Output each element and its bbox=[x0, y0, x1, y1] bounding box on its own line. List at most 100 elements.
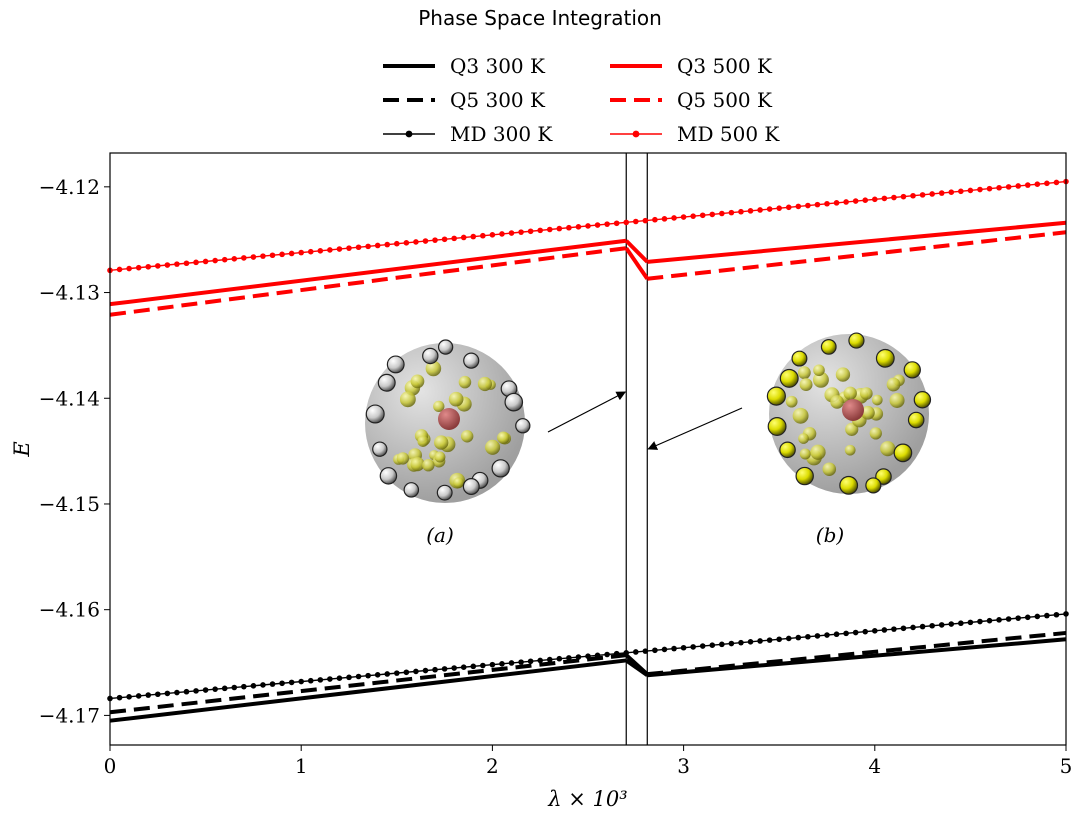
data-point-md-500-k bbox=[480, 232, 486, 239]
particle bbox=[843, 386, 857, 400]
data-point-md-300-k bbox=[288, 679, 295, 686]
data-point-md-300-k bbox=[126, 693, 132, 700]
data-point-md-500-k bbox=[231, 255, 238, 262]
data-point-md-500-k bbox=[212, 257, 218, 264]
x-axis-label: λ × 10³ bbox=[547, 787, 627, 811]
data-point-md-500-k bbox=[374, 242, 381, 249]
data-point-md-500-k bbox=[891, 194, 897, 201]
data-point-md-300-k bbox=[757, 638, 763, 644]
particle bbox=[372, 441, 388, 457]
data-point-md-500-k bbox=[241, 255, 247, 261]
plot-frame bbox=[109, 152, 1067, 746]
particle bbox=[437, 339, 454, 355]
data-point-md-500-k bbox=[260, 253, 266, 259]
data-point-md-500-k bbox=[451, 235, 457, 242]
data-point-md-300-k bbox=[652, 647, 658, 654]
data-point-md-500-k bbox=[852, 198, 859, 204]
particle bbox=[485, 439, 501, 455]
data-point-md-500-k bbox=[1034, 181, 1041, 188]
data-point-md-300-k bbox=[355, 673, 362, 680]
data-point-md-500-k bbox=[795, 203, 802, 210]
data-point-md-500-k bbox=[785, 204, 792, 211]
data-point-md-300-k bbox=[843, 630, 849, 637]
data-point-md-500-k bbox=[919, 192, 926, 198]
data-point-md-300-k bbox=[298, 678, 305, 685]
data-point-md-300-k bbox=[910, 624, 916, 631]
particle bbox=[871, 394, 883, 406]
particle bbox=[848, 332, 865, 349]
inset-label-a: (a) bbox=[426, 523, 454, 547]
data-point-md-500-k bbox=[996, 184, 1002, 191]
data-point-md-300-k bbox=[231, 684, 238, 691]
data-point-md-500-k bbox=[699, 212, 706, 219]
particle bbox=[460, 430, 474, 443]
data-point-md-500-k bbox=[250, 254, 257, 260]
particle bbox=[377, 373, 396, 392]
y-tick-label: −4.12 bbox=[39, 175, 100, 199]
legend-label: MD 300 K bbox=[450, 122, 553, 146]
data-point-md-300-k bbox=[403, 669, 410, 676]
data-point-md-300-k bbox=[575, 654, 582, 660]
data-point-md-500-k bbox=[594, 222, 601, 228]
inset-sphere-b bbox=[766, 332, 932, 495]
particle bbox=[875, 348, 895, 368]
data-point-md-500-k bbox=[394, 240, 400, 247]
data-point-md-300-k bbox=[556, 655, 563, 662]
data-point-md-300-k bbox=[862, 628, 869, 635]
data-point-md-500-k bbox=[413, 239, 419, 245]
particle bbox=[422, 347, 439, 365]
data-point-md-300-k bbox=[747, 639, 754, 645]
data-point-md-500-k bbox=[269, 252, 276, 259]
data-point-md-500-k bbox=[546, 226, 553, 233]
data-point-md-500-k bbox=[518, 229, 524, 235]
x-axis-ticks: 0 1 2 3 4 5 bbox=[104, 745, 1072, 778]
data-point-md-300-k bbox=[193, 688, 199, 694]
data-point-md-500-k bbox=[642, 217, 649, 224]
data-point-md-300-k bbox=[394, 670, 400, 676]
series-line-q5-500-k-segment-2 bbox=[647, 230, 1067, 281]
data-point-md-300-k bbox=[470, 663, 477, 670]
particle bbox=[396, 452, 410, 465]
data-point-md-500-k bbox=[766, 206, 773, 212]
particle bbox=[403, 482, 420, 498]
data-point-md-500-k bbox=[709, 211, 716, 218]
data-point-md-500-k bbox=[585, 223, 591, 229]
data-point-md-300-k bbox=[346, 674, 352, 681]
data-point-md-500-k bbox=[317, 248, 324, 254]
data-point-md-300-k bbox=[967, 619, 974, 626]
data-point-md-500-k bbox=[938, 190, 945, 196]
data-point-md-300-k bbox=[785, 635, 792, 642]
data-point-md-500-k bbox=[833, 200, 840, 206]
central-particle bbox=[842, 399, 864, 421]
particle bbox=[799, 378, 813, 392]
particle bbox=[463, 352, 480, 369]
particle bbox=[497, 431, 510, 444]
data-point-md-500-k bbox=[441, 236, 448, 243]
data-point-md-300-k bbox=[202, 687, 209, 693]
data-point-md-500-k bbox=[556, 225, 563, 232]
data-point-md-500-k bbox=[527, 228, 534, 235]
data-point-md-300-k bbox=[680, 644, 687, 651]
data-point-md-300-k bbox=[413, 668, 419, 675]
particle bbox=[830, 395, 844, 409]
particle bbox=[889, 392, 905, 409]
data-point-md-300-k bbox=[795, 634, 802, 641]
data-point-md-300-k bbox=[977, 618, 983, 625]
data-point-md-300-k bbox=[546, 656, 553, 663]
particle bbox=[458, 375, 472, 389]
data-point-md-300-k bbox=[623, 650, 630, 656]
data-point-md-300-k bbox=[365, 672, 371, 679]
data-point-md-500-k bbox=[671, 215, 677, 221]
x-tick-label: 1 bbox=[295, 754, 308, 778]
y-tick-label: −4.17 bbox=[39, 703, 100, 727]
particle bbox=[410, 457, 425, 472]
data-point-md-300-k bbox=[374, 672, 381, 678]
data-point-md-300-k bbox=[1005, 616, 1012, 622]
data-point-md-300-k bbox=[642, 648, 649, 654]
data-point-md-500-k bbox=[155, 263, 161, 269]
particle bbox=[477, 376, 493, 392]
data-point-md-300-k bbox=[307, 677, 314, 684]
particle bbox=[810, 444, 826, 460]
particle bbox=[779, 368, 799, 388]
data-point-md-500-k bbox=[680, 214, 687, 220]
